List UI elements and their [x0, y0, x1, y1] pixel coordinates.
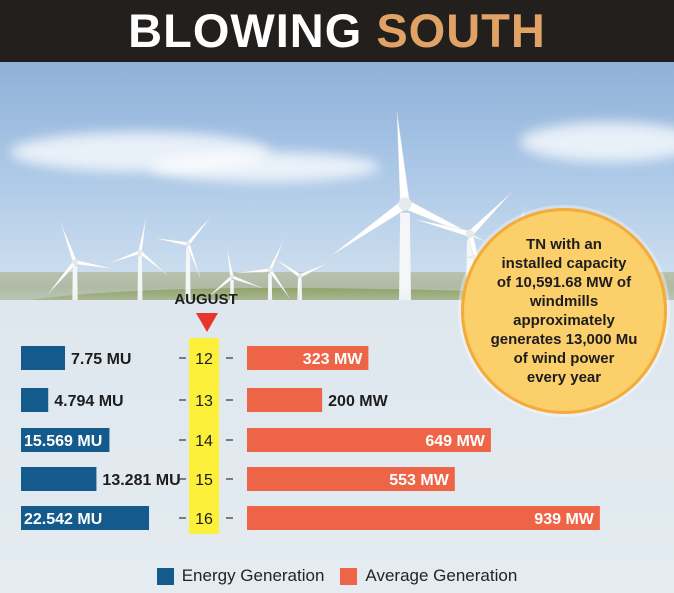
- energy-label: 15.569 MU: [24, 433, 102, 450]
- average-bar: [247, 506, 600, 530]
- capacity-callout-text: TN with an installed capacity of 10,591.…: [490, 236, 638, 386]
- cloud: [520, 122, 674, 162]
- date-tick-label: 16: [195, 511, 213, 528]
- turbine-hub: [72, 259, 78, 265]
- date-axis-band: [189, 338, 219, 534]
- title-word-1: BLOWING: [128, 4, 363, 57]
- energy-bar: [21, 467, 97, 491]
- average-bar: [247, 428, 491, 452]
- date-tick-label: 15: [195, 472, 213, 489]
- energy-label: 22.542 MU: [24, 511, 102, 528]
- turbine-hub: [185, 241, 191, 247]
- date-tick-label: 14: [195, 433, 213, 450]
- energy-bar: [21, 428, 110, 452]
- legend: Energy Generation Average Generation: [0, 563, 674, 589]
- turbine-hub: [297, 273, 303, 279]
- down-arrow-icon: [196, 313, 218, 332]
- turbine-hub: [465, 229, 475, 239]
- generation-chart: AUGUST 7.75 MU 12 323 MW 4.794 MU 13 200 MW 15.…: [21, 291, 600, 534]
- average-label: 553 MW: [389, 472, 449, 489]
- average-label: 649 MW: [425, 433, 485, 450]
- energy-bar: [21, 346, 66, 370]
- legend-item-energy: Energy Generation: [156, 566, 325, 586]
- legend-label-energy: Energy Generation: [181, 566, 325, 585]
- energy-bar: [21, 388, 49, 412]
- average-label: 323 MW: [303, 351, 363, 368]
- energy-label: 7.75 MU: [71, 351, 131, 368]
- page-title: BLOWING SOUTH: [0, 0, 674, 62]
- cloud: [150, 152, 380, 182]
- average-bar: [247, 388, 323, 412]
- legend-swatch-energy: [156, 567, 174, 585]
- legend-swatch-average: [340, 567, 358, 585]
- average-bar: [247, 467, 455, 491]
- date-axis-title: AUGUST: [174, 291, 237, 308]
- energy-label: 13.281 MU: [102, 472, 180, 489]
- energy-label: 4.794 MU: [54, 393, 123, 410]
- turbine-hub: [267, 267, 273, 273]
- turbine-hub: [229, 274, 235, 280]
- legend-item-average: Average Generation: [340, 566, 517, 586]
- title-word-2: SOUTH: [376, 4, 546, 57]
- turbine-hub: [137, 249, 143, 255]
- average-bar: [247, 346, 369, 370]
- date-tick-label: 12: [195, 351, 213, 368]
- capacity-callout: TN with an installed capacity of 10,591.…: [461, 208, 667, 414]
- legend-label-average: Average Generation: [365, 566, 518, 585]
- energy-bar: [21, 506, 150, 530]
- average-label: 200 MW: [328, 393, 388, 410]
- average-label: 939 MW: [534, 511, 594, 528]
- turbine-hub: [398, 197, 412, 211]
- date-tick-label: 13: [195, 393, 213, 410]
